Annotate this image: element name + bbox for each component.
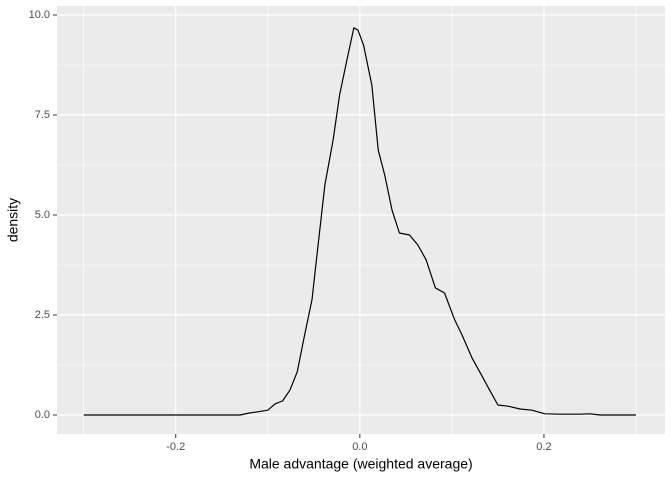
y-tick-label: 10.0 [29,9,50,21]
y-tick-label: 0.0 [35,409,50,421]
y-axis-title: density [5,198,21,242]
y-tick-label: 7.5 [35,109,50,121]
x-axis-title: Male advantage (weighted average) [249,456,472,472]
y-tick-label: 5.0 [35,209,50,221]
y-tick-label: 2.5 [35,309,50,321]
x-tick-label: -0.2 [166,441,185,453]
x-tick-label: 0.2 [536,441,551,453]
panel [57,6,665,434]
density-line [83,27,637,416]
x-tick-label: 0.0 [352,441,367,453]
